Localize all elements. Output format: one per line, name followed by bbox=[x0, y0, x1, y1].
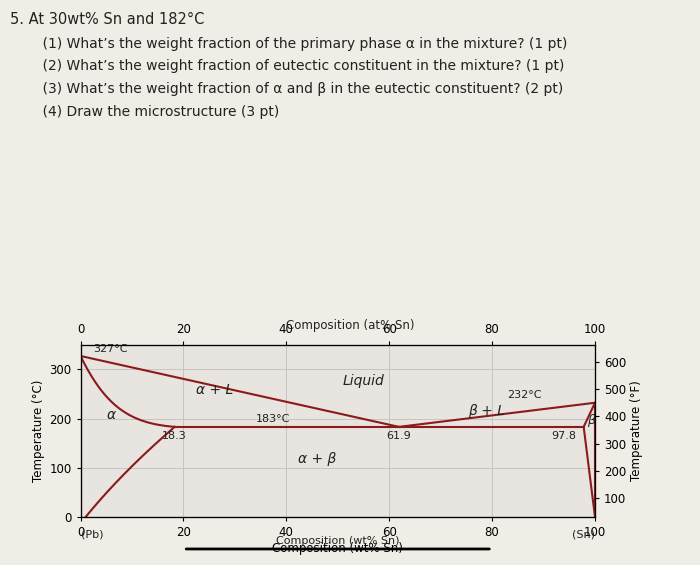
Text: Liquid: Liquid bbox=[342, 374, 384, 388]
Text: (Pb): (Pb) bbox=[80, 529, 103, 540]
Text: 97.8: 97.8 bbox=[552, 431, 577, 441]
Text: α + β: α + β bbox=[298, 452, 337, 466]
Text: 18.3: 18.3 bbox=[162, 431, 187, 441]
Text: 61.9: 61.9 bbox=[386, 431, 412, 441]
Text: 5. At 30wt% Sn and 182°C: 5. At 30wt% Sn and 182°C bbox=[10, 12, 205, 28]
Text: α: α bbox=[107, 407, 116, 421]
Text: α + L: α + L bbox=[195, 383, 233, 397]
Text: 327°C: 327°C bbox=[93, 345, 128, 354]
Text: Composition (at% Sn): Composition (at% Sn) bbox=[286, 319, 414, 332]
Text: β: β bbox=[587, 414, 595, 427]
Text: (2) What’s the weight fraction of eutectic constituent in the mixture? (1 pt): (2) What’s the weight fraction of eutect… bbox=[25, 59, 564, 73]
Text: (Sn): (Sn) bbox=[572, 529, 595, 540]
Y-axis label: Temperature (°C): Temperature (°C) bbox=[32, 380, 45, 482]
Text: (4) Draw the microstructure (3 pt): (4) Draw the microstructure (3 pt) bbox=[25, 105, 279, 119]
Text: 232°C: 232°C bbox=[508, 390, 542, 400]
X-axis label: Composition (wt% Sn): Composition (wt% Sn) bbox=[272, 542, 403, 555]
Text: Composition (wt% Sn): Composition (wt% Sn) bbox=[276, 536, 400, 546]
Text: (1) What’s the weight fraction of the primary phase α in the mixture? (1 pt): (1) What’s the weight fraction of the pr… bbox=[25, 37, 567, 51]
Text: β + L: β + L bbox=[468, 403, 505, 418]
Text: (3) What’s the weight fraction of α and β in the eutectic constituent? (2 pt): (3) What’s the weight fraction of α and … bbox=[25, 82, 563, 96]
Text: 183°C: 183°C bbox=[256, 414, 290, 424]
Y-axis label: Temperature (°F): Temperature (°F) bbox=[631, 380, 643, 481]
